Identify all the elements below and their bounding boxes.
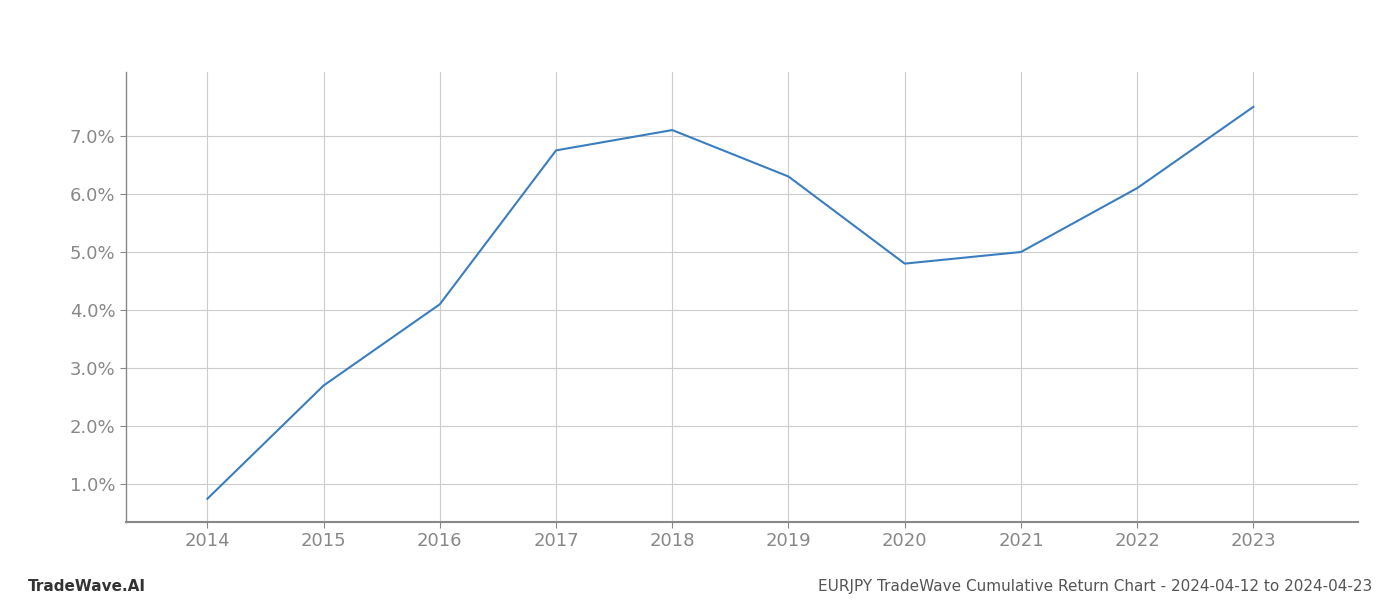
Text: EURJPY TradeWave Cumulative Return Chart - 2024-04-12 to 2024-04-23: EURJPY TradeWave Cumulative Return Chart… xyxy=(818,579,1372,594)
Text: TradeWave.AI: TradeWave.AI xyxy=(28,579,146,594)
